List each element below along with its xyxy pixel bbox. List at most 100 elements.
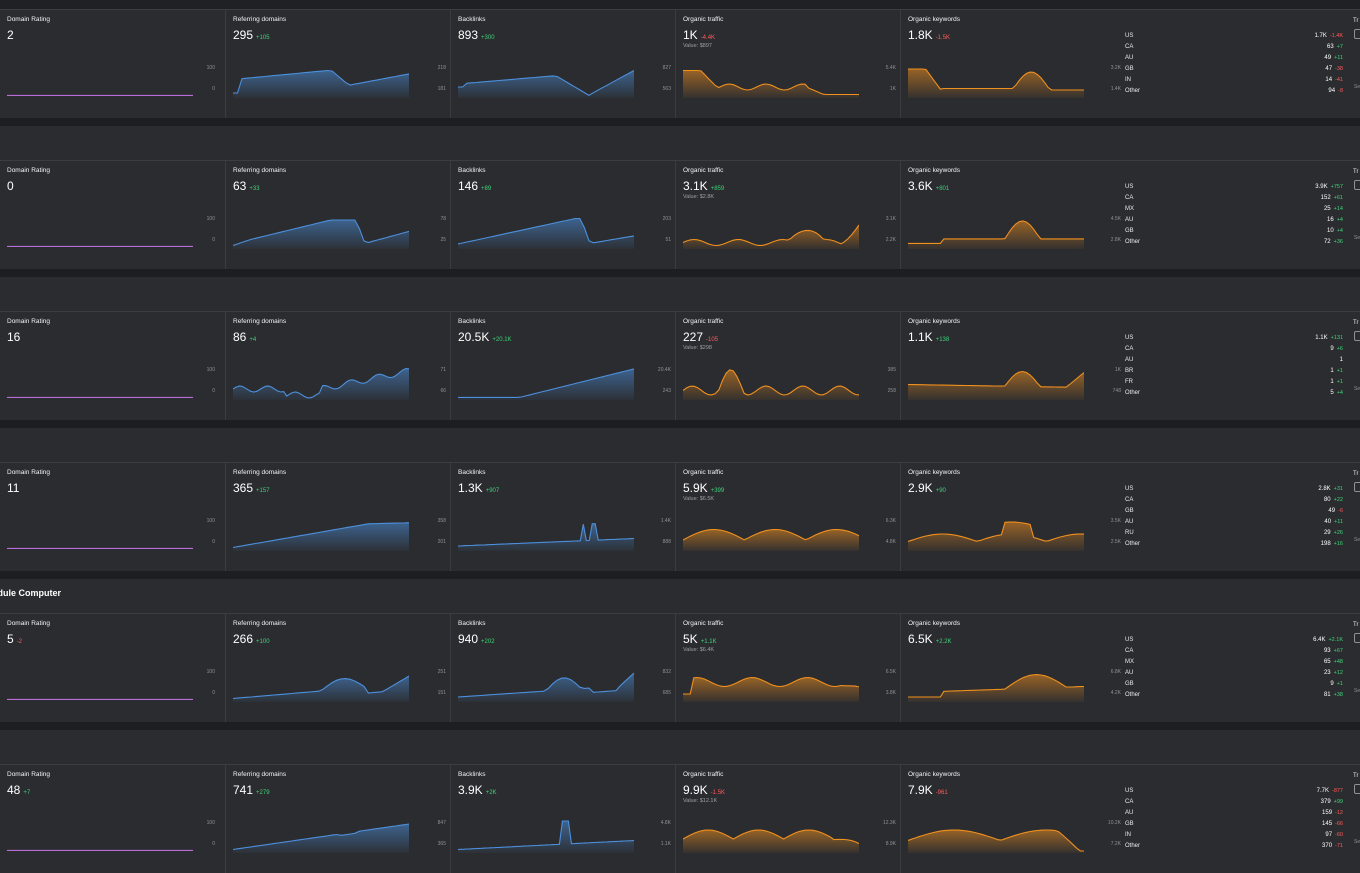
bl-sparkline[interactable] (458, 62, 634, 98)
country-row[interactable]: Other 198 +16 (1125, 539, 1343, 550)
country-row[interactable]: Other 94 -8 (1125, 86, 1343, 97)
rd-sparkline[interactable] (233, 666, 409, 702)
country-row[interactable]: GB 145 -66 (1125, 819, 1343, 830)
country-row[interactable]: Other 72 +36 (1125, 237, 1343, 248)
country-row[interactable]: GB 10 +4 (1125, 226, 1343, 237)
country-row[interactable]: AU 16 +4 (1125, 215, 1343, 226)
dr-sparkline[interactable] (7, 213, 193, 249)
dr-sparkline[interactable] (7, 817, 193, 853)
metric-rd[interactable]: Referring domains 741 +279 847 365 (225, 765, 450, 873)
edge-checkbox[interactable] (1354, 633, 1360, 643)
rd-sparkline[interactable] (233, 213, 409, 249)
edge-checkbox[interactable] (1354, 331, 1360, 341)
ot-sparkline[interactable] (683, 515, 859, 551)
metric-bl[interactable]: Backlinks 893 +300 827 563 (450, 10, 675, 118)
ot-sparkline[interactable] (683, 213, 859, 249)
metric-bl[interactable]: Backlinks 940 +202 832 685 (450, 614, 675, 722)
country-row[interactable]: GB 47 -38 (1125, 64, 1343, 75)
metric-ok[interactable]: Organic keywords 6.5K +2.2K 6.8K 4.2K (900, 614, 1125, 722)
dr-sparkline[interactable] (7, 515, 193, 551)
bl-sparkline[interactable] (458, 364, 634, 400)
metric-dr[interactable]: Domain Rating 16 100 0 (0, 312, 225, 420)
country-row[interactable]: RU 29 +26 (1125, 528, 1343, 539)
metric-rd[interactable]: Referring domains 365 +157 358 201 (225, 463, 450, 571)
bl-sparkline[interactable] (458, 515, 634, 551)
country-row[interactable]: US 3.9K +757 (1125, 182, 1343, 193)
rd-sparkline[interactable] (233, 817, 409, 853)
dr-sparkline[interactable] (7, 62, 193, 98)
country-row[interactable]: GB 49 -6 (1125, 506, 1343, 517)
country-row[interactable]: CA 63 +7 (1125, 42, 1343, 53)
ot-sparkline[interactable] (683, 364, 859, 400)
country-row[interactable]: US 1.1K +131 (1125, 333, 1343, 344)
metric-bl[interactable]: Backlinks 20.5K +20.1K 20.4K 243 (450, 312, 675, 420)
metric-bl[interactable]: Backlinks 3.9K +2K 4.8K 1.1K (450, 765, 675, 873)
country-row[interactable]: Other 5 +4 (1125, 388, 1343, 399)
metric-dr[interactable]: Domain Rating 48 +7 100 0 (0, 765, 225, 873)
country-row[interactable]: IN 14 -41 (1125, 75, 1343, 86)
ok-sparkline[interactable] (908, 817, 1084, 853)
metric-ot[interactable]: Organic traffic 1K -4.4K Value: $897 5.4K 1K (675, 10, 900, 118)
country-row[interactable]: BR 1 +1 (1125, 366, 1343, 377)
ok-sparkline[interactable] (908, 62, 1084, 98)
country-row[interactable]: AU 1 (1125, 355, 1343, 366)
metric-ok[interactable]: Organic keywords 7.9K -961 10.2K 7.2K (900, 765, 1125, 873)
country-row[interactable]: IN 97 -60 (1125, 830, 1343, 841)
metric-bl[interactable]: Backlinks 146 +89 203 51 (450, 161, 675, 269)
metric-rd[interactable]: Referring domains 86 +4 71 66 (225, 312, 450, 420)
country-row[interactable]: CA 80 +22 (1125, 495, 1343, 506)
country-row[interactable]: US 7.7K -877 (1125, 786, 1343, 797)
country-row[interactable]: US 1.7K -1.4K (1125, 31, 1343, 42)
country-row[interactable]: GB 9 +1 (1125, 679, 1343, 690)
country-row[interactable]: AU 40 +11 (1125, 517, 1343, 528)
bl-sparkline[interactable] (458, 817, 634, 853)
metric-dr[interactable]: Domain Rating 0 100 0 (0, 161, 225, 269)
country-row[interactable]: AU 159 -12 (1125, 808, 1343, 819)
country-row[interactable]: CA 379 +99 (1125, 797, 1343, 808)
country-row[interactable]: Other 370 -71 (1125, 841, 1343, 852)
metric-ot[interactable]: Organic traffic 227 -105 Value: $298 385 258 (675, 312, 900, 420)
edge-checkbox[interactable] (1354, 29, 1360, 39)
metric-ot[interactable]: Organic traffic 5.9K +399 Value: $6.5K 6.3K 4… (675, 463, 900, 571)
ok-sparkline[interactable] (908, 666, 1084, 702)
edge-checkbox[interactable] (1354, 482, 1360, 492)
rd-sparkline[interactable] (233, 364, 409, 400)
metric-ok[interactable]: Organic keywords 1.8K -1.5K 3.2K 1.4K (900, 10, 1125, 118)
metric-ot[interactable]: Organic traffic 5K +1.1K Value: $6.4K 6.5K 3.… (675, 614, 900, 722)
ot-sparkline[interactable] (683, 666, 859, 702)
metric-rd[interactable]: Referring domains 266 +100 251 151 (225, 614, 450, 722)
country-row[interactable]: Other 81 +38 (1125, 690, 1343, 701)
country-row[interactable]: MX 65 +48 (1125, 657, 1343, 668)
rd-sparkline[interactable] (233, 62, 409, 98)
country-row[interactable]: AU 49 +11 (1125, 53, 1343, 64)
country-row[interactable]: FR 1 +1 (1125, 377, 1343, 388)
metric-ok[interactable]: Organic keywords 1.1K +138 1K 748 (900, 312, 1125, 420)
dr-sparkline[interactable] (7, 364, 193, 400)
edge-checkbox[interactable] (1354, 784, 1360, 794)
bl-sparkline[interactable] (458, 213, 634, 249)
metric-ok[interactable]: Organic keywords 2.9K +90 3.5K 2.5K (900, 463, 1125, 571)
metric-dr[interactable]: Domain Rating 11 100 0 (0, 463, 225, 571)
metric-ot[interactable]: Organic traffic 3.1K +859 Value: $2.8K 3.1K 2… (675, 161, 900, 269)
ok-sparkline[interactable] (908, 213, 1084, 249)
country-row[interactable]: US 2.8K +31 (1125, 484, 1343, 495)
country-row[interactable]: MX 25 +14 (1125, 204, 1343, 215)
dr-sparkline[interactable] (7, 666, 193, 702)
edge-checkbox[interactable] (1354, 180, 1360, 190)
ok-sparkline[interactable] (908, 364, 1084, 400)
ot-sparkline[interactable] (683, 62, 859, 98)
rd-sparkline[interactable] (233, 515, 409, 551)
section-title[interactable]: odule Computer (0, 588, 61, 598)
metric-rd[interactable]: Referring domains 63 +33 78 25 (225, 161, 450, 269)
ok-sparkline[interactable] (908, 515, 1084, 551)
bl-sparkline[interactable] (458, 666, 634, 702)
metric-ot[interactable]: Organic traffic 9.9K -1.5K Value: $12.1K 12.… (675, 765, 900, 873)
metric-dr[interactable]: Domain Rating 2 100 0 (0, 10, 225, 118)
country-row[interactable]: US 6.4K +2.1K (1125, 635, 1343, 646)
country-row[interactable]: AU 23 +12 (1125, 668, 1343, 679)
metric-ok[interactable]: Organic keywords 3.6K +801 4.5K 2.8K (900, 161, 1125, 269)
country-row[interactable]: CA 152 +61 (1125, 193, 1343, 204)
ot-sparkline[interactable] (683, 817, 859, 853)
metric-dr[interactable]: Domain Rating 5 -2 100 0 (0, 614, 225, 722)
country-row[interactable]: CA 9 +6 (1125, 344, 1343, 355)
